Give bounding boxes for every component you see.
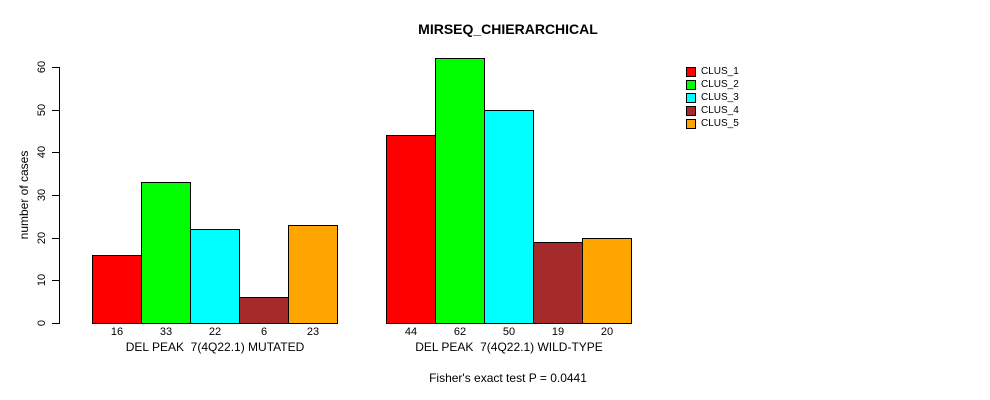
bar-clus_5 [582, 238, 632, 324]
y-axis-tick-label: 30 [36, 188, 48, 202]
bar-clus_4 [533, 242, 583, 324]
bar-value-label: 16 [110, 326, 124, 338]
group-label: DEL PEAK 7(4Q22.1) WILD-TYPE [415, 340, 603, 354]
legend-label: CLUS_5 [701, 118, 739, 129]
y-axis-tick [52, 195, 60, 196]
legend-item-clus_3: CLUS_3 [686, 91, 739, 104]
y-axis-title: number of cases [17, 150, 31, 240]
bar-value-label: 62 [453, 326, 467, 338]
legend-item-clus_5: CLUS_5 [686, 117, 739, 130]
bar-clus_1 [386, 135, 436, 324]
bar-clus_4 [239, 297, 289, 324]
legend-label: CLUS_2 [701, 79, 739, 90]
bar-value-label: 23 [306, 326, 320, 338]
bar-value-label: 22 [208, 326, 222, 338]
bar-value-label: 50 [502, 326, 516, 338]
group-label: DEL PEAK 7(4Q22.1) MUTATED [125, 340, 305, 354]
legend-swatch-icon [686, 79, 696, 90]
bar-clus_3 [484, 110, 534, 324]
chart-title: MIRSEQ_CHIERARCHICAL [418, 21, 598, 37]
legend-label: CLUS_4 [701, 105, 739, 116]
legend-item-clus_1: CLUS_1 [686, 65, 739, 78]
legend-swatch-icon [686, 118, 696, 129]
annotation-text: Fisher's exact test P = 0.0441 [429, 371, 587, 385]
y-axis-tick [52, 110, 60, 111]
bar-clus_2 [141, 182, 191, 324]
bar-value-label: 20 [600, 326, 614, 338]
legend-swatch-icon [686, 105, 696, 116]
y-axis-tick [52, 280, 60, 281]
y-axis-tick-label: 0 [36, 319, 48, 327]
bar-value-label: 44 [404, 326, 418, 338]
legend-swatch-icon [686, 66, 696, 77]
y-axis-tick [52, 323, 60, 324]
bar-clus_3 [190, 229, 240, 324]
y-axis-tick-label: 60 [36, 60, 48, 74]
legend-item-clus_2: CLUS_2 [686, 78, 739, 91]
bar-value-label: 19 [551, 326, 565, 338]
y-axis-tick-label: 40 [36, 145, 48, 159]
bar-value-label: 6 [260, 326, 268, 338]
legend-label: CLUS_1 [701, 66, 739, 77]
legend-label: CLUS_3 [701, 92, 739, 103]
bar-clus_5 [288, 225, 338, 324]
bar-clus_1 [92, 255, 142, 324]
y-axis-tick-label: 50 [36, 103, 48, 117]
bar-clus_2 [435, 58, 485, 324]
y-axis-tick [52, 67, 60, 68]
y-axis-tick [52, 238, 60, 239]
legend-swatch-icon [686, 92, 696, 103]
legend-item-clus_4: CLUS_4 [686, 104, 739, 117]
bar-value-label: 33 [159, 326, 173, 338]
y-axis-tick-label: 10 [36, 273, 48, 287]
y-axis-tick [52, 152, 60, 153]
y-axis-tick-label: 20 [36, 231, 48, 245]
